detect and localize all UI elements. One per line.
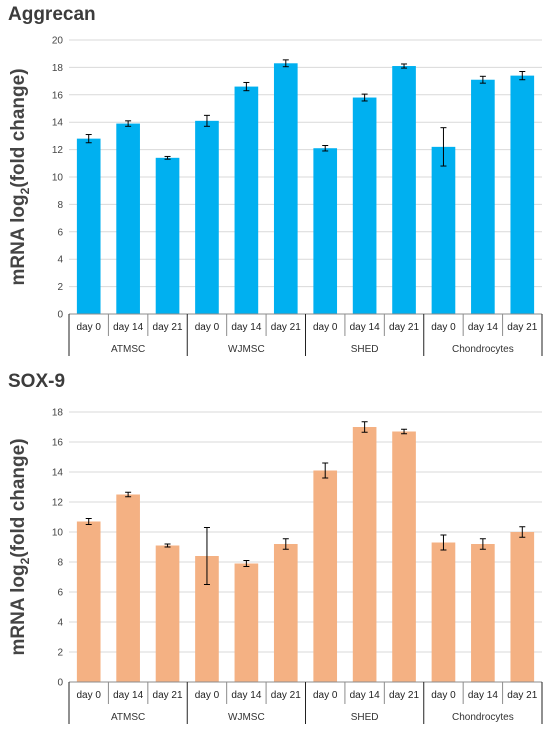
y-tick-label: 16 (52, 90, 64, 101)
x-category-label: day 0 (76, 322, 101, 333)
y-axis-label: mRNA log2(fold change) (8, 438, 32, 655)
x-category-label: day 21 (271, 322, 301, 333)
bar (313, 470, 338, 682)
y-tick-label: 0 (57, 310, 63, 321)
x-category-label: day 21 (507, 690, 537, 701)
y-axis-label-subscript: 2 (18, 557, 32, 564)
x-group-label: SHED (351, 344, 379, 355)
x-category-label: day 0 (195, 322, 220, 333)
bar (352, 97, 377, 314)
x-category-label: day 0 (195, 690, 220, 701)
x-category-label: day 0 (76, 690, 101, 701)
y-axis-label: mRNA log2(fold change) (8, 68, 32, 285)
bar (471, 544, 495, 682)
bar (76, 521, 101, 682)
bar (234, 86, 259, 314)
x-category-label: day 21 (389, 322, 419, 333)
bar (510, 75, 535, 315)
bar (392, 66, 416, 314)
y-tick-label: 4 (57, 255, 63, 266)
aggrecan-chart-panel: Aggrecan 0 2 4 6 8 10 12 14 16 18 20 mRNA log2(fold… (0, 0, 550, 365)
x-category-label: day 21 (271, 690, 301, 701)
y-tick-label: 10 (52, 173, 64, 184)
x-group-label: ATMSC (111, 712, 145, 723)
y-tick-label: 2 (57, 648, 63, 659)
x-category-label: day 21 (507, 322, 537, 333)
x-category-label: day 21 (389, 690, 419, 701)
y-tick-label: 8 (57, 200, 63, 211)
y-axis-label-main: mRNA log (8, 564, 29, 655)
x-group-label: SHED (351, 712, 379, 723)
y-axis-label-subscript: 2 (18, 187, 32, 194)
x-category-label: day 14 (113, 322, 143, 333)
y-tick-label: 6 (57, 588, 63, 599)
chart-title: SOX-9 (8, 371, 66, 392)
x-group-label: ATMSC (111, 344, 145, 355)
bar (234, 563, 259, 682)
x-category-label: day 21 (153, 322, 183, 333)
bar (392, 431, 416, 682)
bar (352, 427, 377, 682)
y-tick-label: 6 (57, 227, 63, 238)
x-category-label: day 0 (313, 690, 338, 701)
bar (273, 544, 298, 682)
bar (155, 157, 180, 314)
bar (195, 556, 219, 682)
x-group-label: Chondrocytes (452, 712, 514, 723)
x-category-label: day 14 (468, 690, 498, 701)
x-category-label: day 14 (113, 690, 143, 701)
x-category-label: day 14 (231, 322, 261, 333)
bar (471, 79, 495, 314)
y-axis-label-main: mRNA log (8, 194, 29, 285)
x-category-label: day 0 (431, 322, 456, 333)
bar (116, 123, 140, 314)
y-axis-label-rest: (fold change) (8, 68, 29, 187)
sox9-chart-panel: SOX-9 0 2 4 6 8 10 12 14 16 18 mRNA log2(fold chan… (0, 367, 550, 733)
y-tick-label: 18 (52, 408, 64, 419)
y-tick-label: 10 (52, 528, 64, 539)
x-group-label: WJMSC (228, 344, 265, 355)
y-tick-label: 4 (57, 618, 63, 629)
bar (155, 545, 180, 682)
x-category-label: day 21 (153, 690, 183, 701)
y-tick-label: 18 (52, 63, 64, 74)
bar (431, 146, 456, 314)
y-axis-label-rest: (fold change) (8, 438, 29, 557)
y-tick-label: 12 (52, 145, 64, 156)
bar (273, 63, 298, 314)
y-tick-label: 20 (52, 36, 64, 47)
x-group-label: WJMSC (228, 712, 265, 723)
x-group-label: Chondrocytes (452, 344, 514, 355)
bar (313, 148, 338, 314)
x-category-label: day 0 (431, 690, 456, 701)
bar (195, 120, 219, 314)
x-category-label: day 14 (231, 690, 261, 701)
bar (76, 138, 101, 314)
bar (431, 542, 456, 682)
y-tick-label: 2 (57, 282, 63, 293)
y-tick-label: 14 (52, 468, 64, 479)
x-category-label: day 14 (350, 690, 380, 701)
y-tick-label: 16 (52, 438, 64, 449)
y-tick-label: 12 (52, 498, 64, 509)
x-category-label: day 0 (313, 322, 338, 333)
bar (116, 494, 140, 682)
bar (510, 532, 535, 682)
y-tick-label: 8 (57, 558, 63, 569)
x-category-label: day 14 (350, 322, 380, 333)
chart-title: Aggrecan (8, 4, 96, 25)
y-tick-label: 14 (52, 118, 64, 129)
y-tick-label: 0 (57, 678, 63, 689)
x-category-label: day 14 (468, 322, 498, 333)
